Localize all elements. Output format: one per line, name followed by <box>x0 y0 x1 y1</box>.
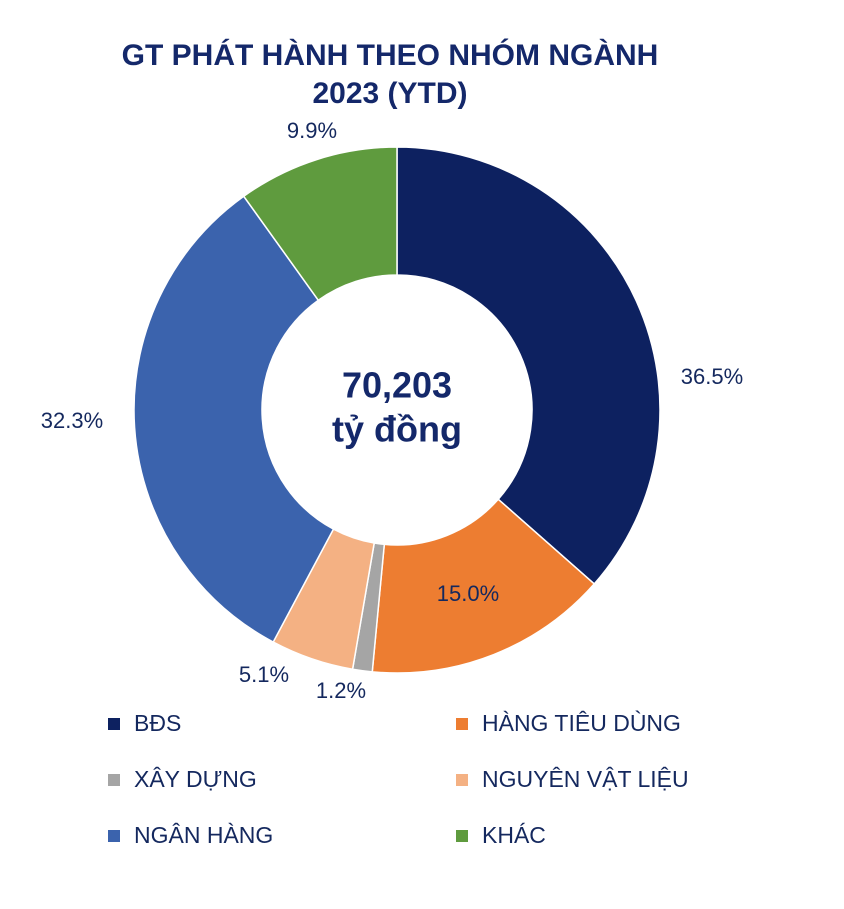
data-label: 9.9% <box>287 118 337 143</box>
legend-swatch <box>108 830 120 842</box>
donut-slice <box>371 498 596 674</box>
donut-slice <box>396 146 661 585</box>
donut-slice <box>133 195 335 644</box>
legend-label: NGÂN HÀNG <box>134 822 273 848</box>
donut-slice <box>242 146 398 302</box>
data-label: 5.1% <box>239 662 289 687</box>
chart-title: 2023 (YTD) <box>312 77 467 110</box>
legend-label: BĐS <box>134 710 181 736</box>
legend-swatch <box>108 718 120 730</box>
legend-label: HÀNG TIÊU DÙNG <box>482 710 681 736</box>
data-label: 32.3% <box>41 408 103 433</box>
data-label: 36.5% <box>681 364 743 389</box>
data-label: 1.2% <box>316 678 366 703</box>
legend-swatch <box>456 718 468 730</box>
legend-label: KHÁC <box>482 822 546 848</box>
legend-label: XÂY DỰNG <box>134 766 257 792</box>
legend-swatch <box>456 774 468 786</box>
legend-swatch <box>108 774 120 786</box>
chart-title: GT PHÁT HÀNH THEO NHÓM NGÀNH <box>122 38 659 72</box>
center-label: 70,203 <box>342 365 452 406</box>
legend-label: NGUYÊN VẬT LIỆU <box>482 766 689 792</box>
data-label: 15.0% <box>437 581 499 606</box>
center-label: tỷ đồng <box>332 409 462 450</box>
legend-swatch <box>456 830 468 842</box>
